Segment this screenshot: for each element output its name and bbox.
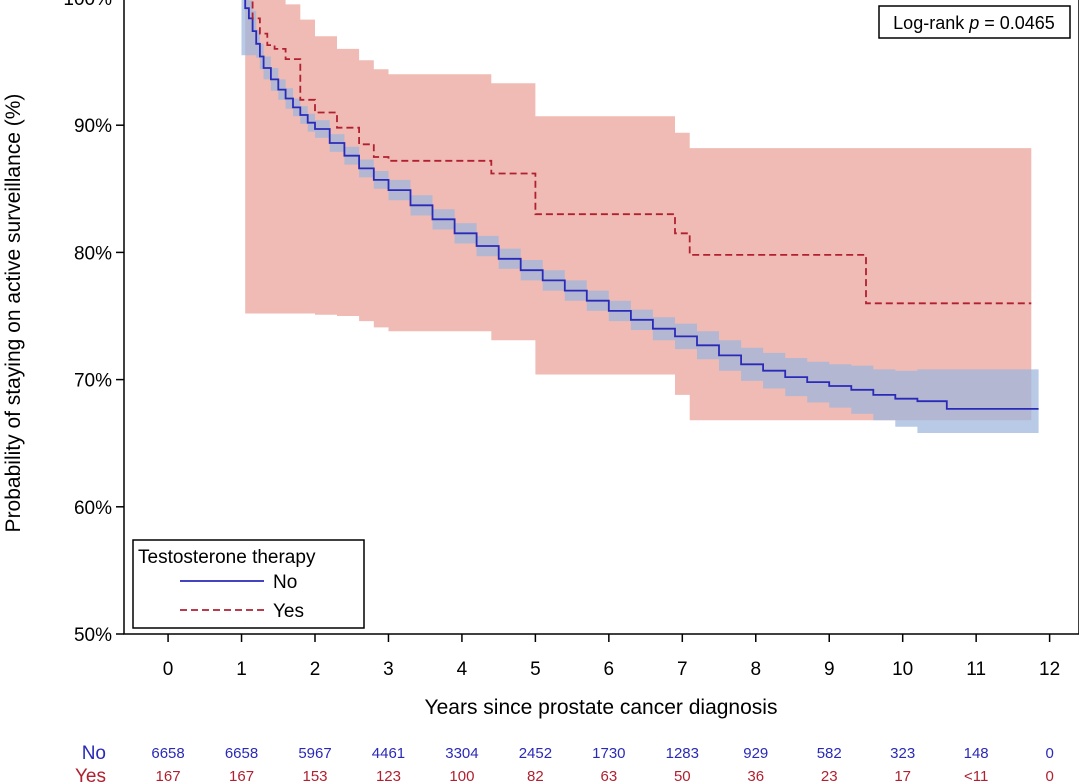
x-tick-label: 12 — [1039, 659, 1060, 680]
ci-band-yes — [245, 0, 1032, 421]
x-tick-label: 1 — [236, 659, 247, 680]
legend-title: Testosterone therapy — [138, 547, 316, 568]
x-tick-label: 5 — [530, 659, 541, 680]
risk-cell-yes: <11 — [964, 768, 988, 783]
x-tick-label: 8 — [750, 659, 761, 680]
svg-text:Log-rank p = 0.0465: Log-rank p = 0.0465 — [893, 13, 1055, 33]
y-tick-label: 100% — [63, 0, 112, 10]
risk-table: No 6658 6658 5967 4461 3304 2452 1730 1283 929 582… — [75, 743, 1054, 783]
risk-cell-no: 1730 — [592, 745, 625, 762]
x-tick-label: 7 — [677, 659, 688, 680]
risk-cell-no: 323 — [890, 745, 915, 762]
logrank-annotation: Log-rank p = 0.0465 — [878, 5, 1071, 39]
risk-row-label-no: No — [82, 743, 106, 764]
confidence-bands — [241, 0, 1039, 433]
legend-label-yes: Yes — [273, 601, 304, 622]
y-tick-label: 60% — [74, 498, 112, 519]
y-tick-label: 90% — [74, 116, 112, 137]
risk-cell-yes: 153 — [302, 768, 327, 783]
risk-cell-no: 582 — [817, 745, 842, 762]
risk-cell-no: 4461 — [372, 745, 405, 762]
legend-label-no: No — [273, 572, 297, 593]
x-tick-label: 9 — [824, 659, 835, 680]
legend: Testosterone therapy No Yes — [132, 539, 365, 629]
risk-cell-no: 5967 — [298, 745, 331, 762]
survival-curves — [244, 0, 1039, 410]
survival-line-no — [244, 0, 1039, 410]
x-axis: 0 1 2 3 4 5 6 7 8 9 10 11 12 — [163, 634, 1060, 680]
risk-cell-no: 2452 — [519, 745, 552, 762]
risk-cell-yes: 167 — [156, 768, 181, 783]
y-tick-label: 80% — [74, 243, 112, 264]
y-axis: 50% 60% 70% 80% 90% 100% — [63, 0, 124, 646]
risk-cell-yes: 17 — [894, 768, 911, 783]
risk-row-label-yes: Yes — [75, 766, 106, 783]
x-axis-label: Years since prostate cancer diagnosis — [425, 696, 778, 719]
survival-line-yes — [251, 0, 1032, 305]
y-axis-label: Probability of staying on active surveil… — [2, 94, 25, 533]
plot-frame — [123, 0, 1079, 635]
y-tick-label: 50% — [74, 625, 112, 646]
risk-cell-no: 1283 — [666, 745, 699, 762]
risk-cell-yes: 36 — [747, 768, 764, 783]
risk-cell-no: 6658 — [151, 745, 184, 762]
risk-cell-yes: 167 — [229, 768, 254, 783]
risk-cell-yes: 50 — [674, 768, 691, 783]
risk-cell-no: 148 — [964, 745, 989, 762]
risk-cell-yes: 23 — [821, 768, 838, 783]
legend-box — [132, 539, 365, 629]
x-tick-label: 2 — [310, 659, 321, 680]
risk-cell-no: 929 — [743, 745, 768, 762]
risk-cell-yes: 0 — [1045, 768, 1053, 783]
annotation-suffix: = 0.0465 — [979, 13, 1055, 33]
risk-cell-no: 6658 — [225, 745, 258, 762]
x-tick-label: 3 — [383, 659, 394, 680]
risk-cell-yes: 63 — [601, 768, 618, 783]
x-tick-label: 10 — [892, 659, 913, 680]
y-tick-label: 70% — [74, 371, 112, 392]
x-tick-label: 11 — [966, 659, 986, 680]
risk-cell-no: 0 — [1045, 745, 1053, 762]
x-tick-label: 6 — [604, 659, 615, 680]
risk-cell-no: 3304 — [445, 745, 478, 762]
risk-cell-yes: 123 — [376, 768, 401, 783]
x-tick-label: 0 — [163, 659, 174, 680]
annotation-prefix: Log-rank — [893, 13, 969, 33]
annotation-p: p — [968, 13, 979, 33]
risk-cell-yes: 82 — [527, 768, 544, 783]
x-tick-label: 4 — [457, 659, 468, 680]
risk-cell-yes: 100 — [449, 768, 474, 783]
ci-band-no — [241, 0, 1039, 433]
